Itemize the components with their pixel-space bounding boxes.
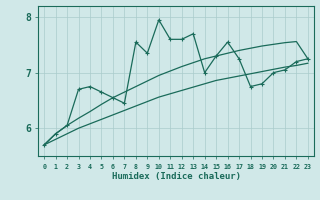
X-axis label: Humidex (Indice chaleur): Humidex (Indice chaleur) [111,172,241,181]
